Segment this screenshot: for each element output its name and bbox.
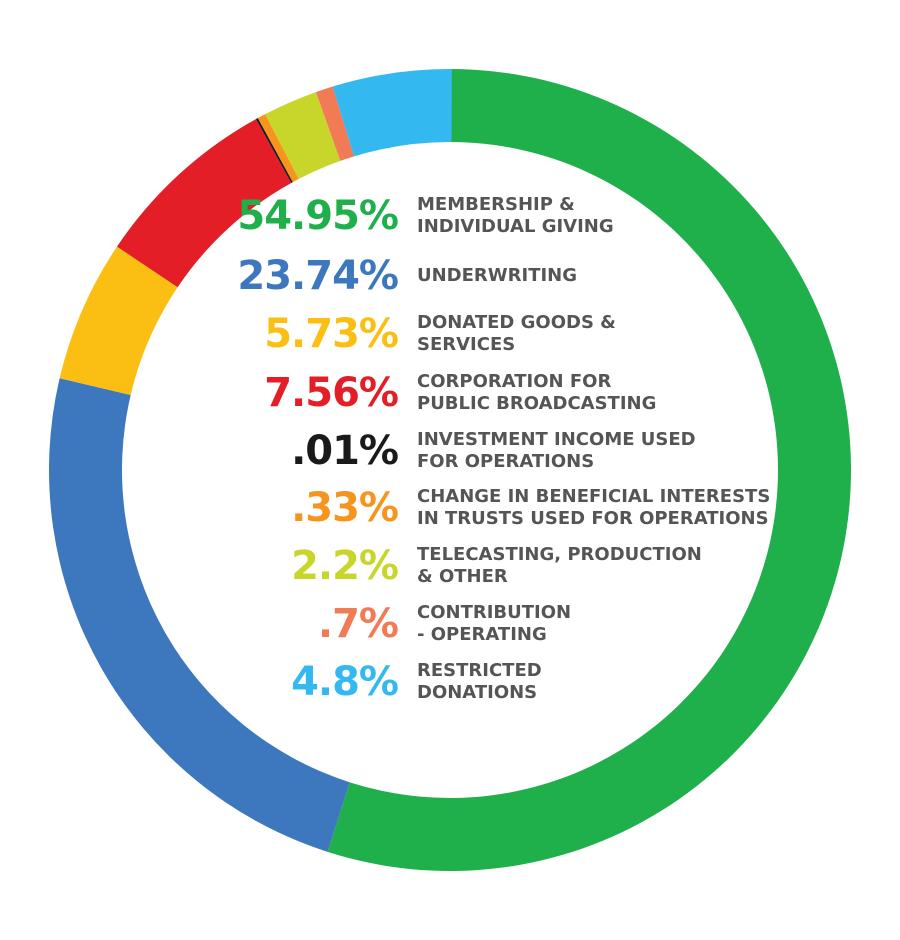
donut-slice-2: [59, 246, 178, 395]
legend-label-line: TELECASTING, PRODUCTION: [417, 544, 702, 565]
legend-row: .7% CONTRIBUTION - OPERATING: [200, 598, 800, 650]
legend-label-line: - OPERATING: [417, 624, 547, 645]
legend-percent: 2.2%: [291, 543, 399, 589]
legend-label-line: CHANGE IN BENEFICIAL INTERESTS: [417, 486, 771, 507]
donut-slice-8: [332, 69, 452, 157]
legend-label-line: INDIVIDUAL GIVING: [417, 216, 614, 237]
donut-slice-3: [116, 119, 292, 288]
legend-label-line: & OTHER: [417, 566, 508, 587]
legend-percent: 5.73%: [264, 311, 399, 357]
legend-label-line: DONATED GOODS &: [417, 312, 616, 333]
legend-label: RESTRICTED DONATIONS: [417, 660, 777, 704]
legend-percent: 54.95%: [237, 193, 399, 239]
legend-label-line: SERVICES: [417, 334, 516, 355]
legend-percent: .33%: [291, 485, 399, 531]
legend-row: 2.2% TELECASTING, PRODUCTION & OTHER: [200, 540, 800, 592]
legend-percent: 7.56%: [264, 370, 399, 416]
legend-row: .01% INVESTMENT INCOME USED FOR OPERATIONS: [200, 425, 800, 477]
legend-label: TELECASTING, PRODUCTION & OTHER: [417, 544, 777, 588]
legend-label-line: RESTRICTED: [417, 660, 542, 681]
legend-row: 54.95% MEMBERSHIP & INDIVIDUAL GIVING: [200, 190, 800, 242]
legend-label-line: DONATIONS: [417, 682, 538, 703]
donut-slice-1: [48, 378, 350, 852]
legend-percent: .7%: [317, 601, 399, 647]
donut-slice-6: [265, 92, 341, 179]
legend-row: 7.56% CORPORATION FOR PUBLIC BROADCASTING: [200, 367, 800, 419]
legend-label: INVESTMENT INCOME USED FOR OPERATIONS: [417, 429, 777, 473]
donut-slice-0: [327, 69, 851, 871]
legend-label-line: CORPORATION FOR: [417, 371, 612, 392]
legend-label: MEMBERSHIP & INDIVIDUAL GIVING: [417, 194, 777, 238]
legend-label: CONTRIBUTION - OPERATING: [417, 602, 777, 646]
legend-label-line: FOR OPERATIONS: [417, 451, 595, 472]
legend-percent: 23.74%: [237, 253, 399, 299]
legend-percent: 4.8%: [291, 659, 399, 705]
legend-label: UNDERWRITING: [417, 265, 777, 287]
legend-label-line: IN TRUSTS USED FOR OPERATIONS: [417, 508, 769, 529]
donut-slice-7: [315, 86, 355, 161]
donut-slice-4: [255, 118, 293, 183]
legend-row: 23.74% UNDERWRITING: [200, 250, 800, 302]
legend-label-line: MEMBERSHIP &: [417, 194, 575, 215]
legend-row: 4.8% RESTRICTED DONATIONS: [200, 656, 800, 708]
legend-row: .33% CHANGE IN BENEFICIAL INTERESTS IN TRU…: [200, 482, 800, 534]
legend-label-line: INVESTMENT INCOME USED: [417, 429, 696, 450]
legend-label-line: CONTRIBUTION: [417, 602, 572, 623]
legend-label: DONATED GOODS & SERVICES: [417, 312, 777, 356]
legend-label-line: PUBLIC BROADCASTING: [417, 393, 657, 414]
donut-slice-5: [257, 114, 299, 183]
legend-row: 5.73% DONATED GOODS & SERVICES: [200, 308, 800, 360]
legend-label-line: UNDERWRITING: [417, 265, 578, 286]
legend-percent: .01%: [291, 428, 399, 474]
legend-label: CHANGE IN BENEFICIAL INTERESTS IN TRUSTS …: [417, 486, 777, 530]
legend-label: CORPORATION FOR PUBLIC BROADCASTING: [417, 371, 777, 415]
